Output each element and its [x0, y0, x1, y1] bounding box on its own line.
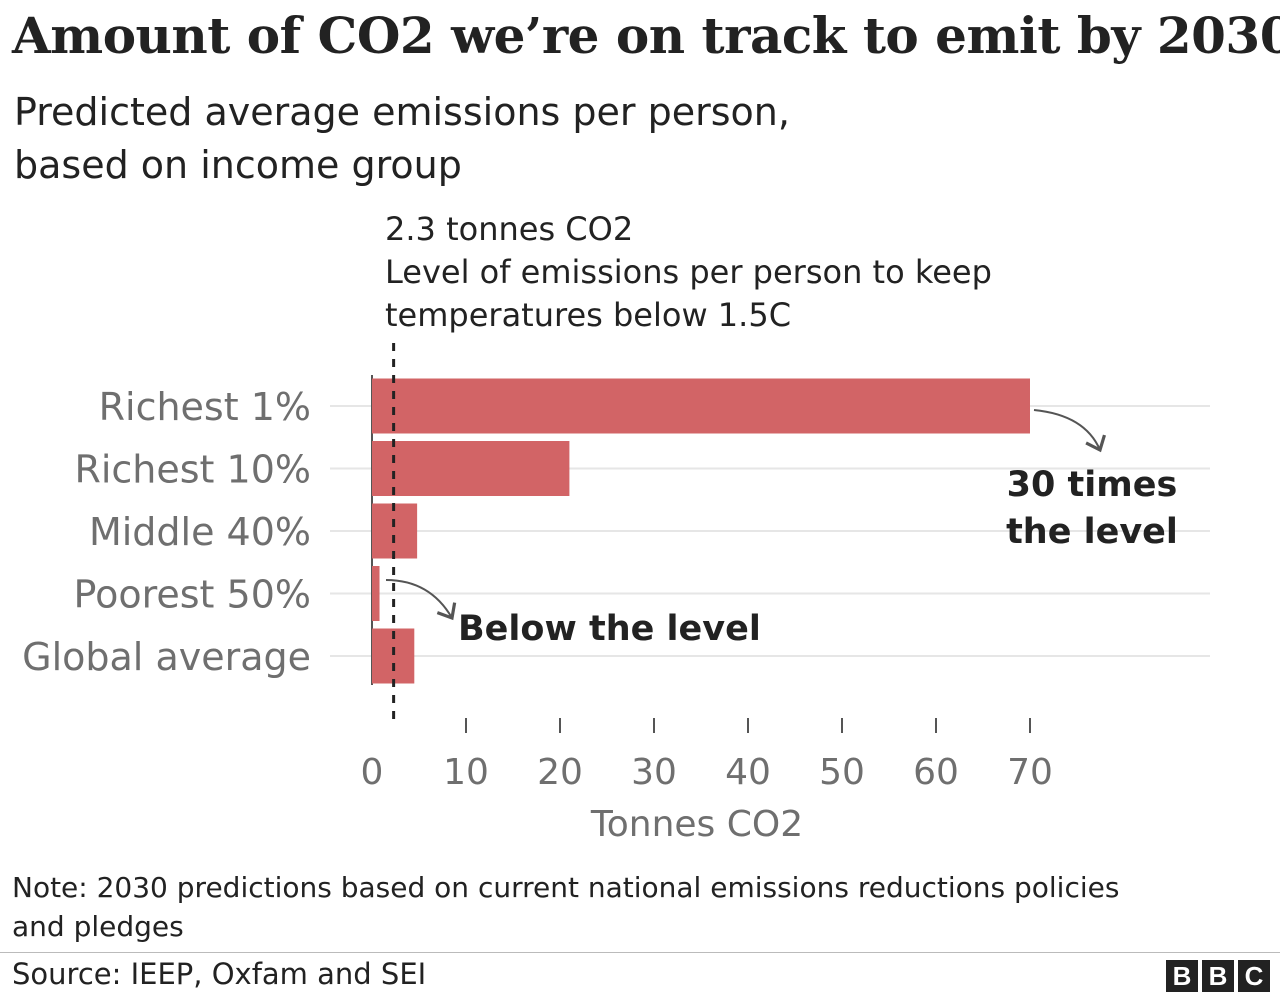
- annotation-label: the level: [1006, 512, 1178, 552]
- bbc-logo-letter: C: [1238, 960, 1270, 992]
- reference-line-label: 2.3 tonnes CO2: [385, 210, 633, 248]
- bar-chart: Richest 1% Richest 10% Middle 40% Poorest 5…: [22, 210, 1210, 845]
- bbc-logo-letter: B: [1166, 960, 1198, 992]
- annotation-label: Below the level: [458, 609, 761, 649]
- note-line-2: and pledges: [12, 910, 184, 943]
- reference-line-label: Level of emissions per person to keep: [385, 253, 992, 291]
- annotation-arrow: [1033, 409, 1106, 453]
- category-label: Richest 10%: [74, 448, 311, 492]
- x-axis-label: Tonnes CO2: [590, 804, 803, 845]
- bar: [372, 566, 380, 621]
- annotation-arrow: [385, 579, 457, 621]
- reference-line-group: 2.3 tonnes CO2 Level of emissions per per…: [385, 210, 992, 722]
- subtitle-line-2: based on income group: [14, 143, 462, 187]
- reference-line-label: temperatures below 1.5C: [385, 296, 791, 334]
- bbc-logo-letter: B: [1202, 960, 1234, 992]
- bar: [372, 503, 418, 559]
- x-tick-label: 70: [1007, 752, 1053, 793]
- x-tick-label: 60: [913, 752, 959, 793]
- x-tick-label: 50: [819, 752, 865, 793]
- x-tick-label: 10: [443, 752, 489, 793]
- annotation-label: 30 times: [1007, 465, 1178, 505]
- x-tick-label: 20: [537, 752, 583, 793]
- footer-divider: [0, 952, 1280, 953]
- subtitle-line-1: Predicted average emissions per person,: [14, 90, 790, 134]
- category-label: Global average: [22, 635, 311, 679]
- x-tick-label: 0: [361, 752, 384, 793]
- category-label: Poorest 50%: [74, 573, 311, 617]
- x-tick-label: 30: [631, 752, 677, 793]
- category-label: Middle 40%: [89, 510, 311, 554]
- category-label: Richest 1%: [99, 385, 311, 429]
- source: Source: IEEP, Oxfam and SEI: [12, 957, 427, 991]
- x-ticks: 0 10 20 30 40 50 60 70 Tonnes CO2: [361, 718, 1053, 845]
- category-labels: Richest 1% Richest 10% Middle 40% Poorest 5…: [22, 385, 311, 679]
- x-tick-label: 40: [725, 752, 771, 793]
- note: Note: 2030 predictions based on current …: [12, 868, 1212, 946]
- annotations: 30 times the level Below the level: [385, 409, 1178, 649]
- bars: [372, 378, 1030, 684]
- chart-title: Amount of CO2 we’re on track to emit by …: [12, 6, 1280, 65]
- bar: [372, 441, 570, 496]
- note-line-1: Note: 2030 predictions based on current …: [12, 871, 1120, 904]
- bbc-logo: B B C: [1166, 960, 1270, 992]
- chart-subtitle: Predicted average emissions per person, …: [14, 86, 914, 192]
- bar: [372, 378, 1030, 434]
